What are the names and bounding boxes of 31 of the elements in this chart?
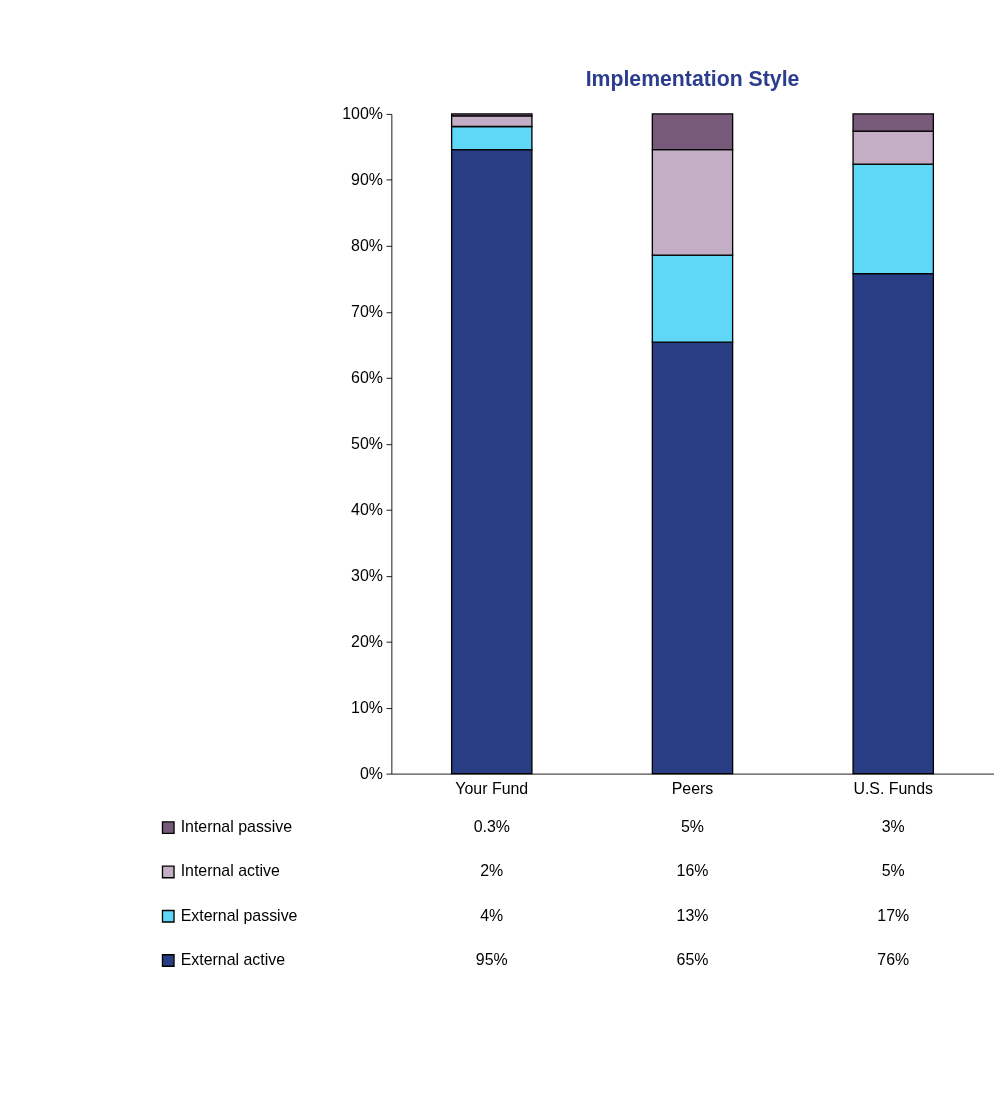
data-label: 5%: [680, 818, 704, 836]
data-label: 13%: [676, 906, 709, 924]
data-label: 2%: [480, 862, 504, 880]
data-label: 3%: [881, 818, 905, 836]
data-label: 16%: [676, 862, 709, 880]
legend-label: External passive: [180, 906, 298, 924]
data-label: 4%: [480, 906, 504, 924]
data-label: 95%: [475, 950, 508, 968]
y-tick-label: 70%: [351, 302, 383, 320]
data-label: 5%: [881, 862, 905, 880]
data-label: 76%: [877, 950, 910, 968]
legend-label: Internal passive: [180, 818, 293, 836]
y-tick-label: 40%: [351, 500, 383, 518]
legend-label: External active: [180, 950, 286, 968]
y-tick-label: 60%: [351, 368, 383, 386]
data-label: 0.3%: [473, 818, 510, 836]
y-tick-label: 80%: [351, 236, 383, 254]
y-tick-label: 20%: [351, 632, 383, 650]
y-tick-label: 10%: [351, 698, 383, 716]
x-tick-label: U.S. Funds: [853, 779, 934, 797]
y-tick-label: 100%: [342, 104, 383, 122]
y-tick-label: 0%: [359, 764, 383, 782]
chart-title: Implementation Style: [585, 66, 800, 91]
legend-label: Internal active: [180, 862, 280, 880]
data-label: 17%: [877, 906, 910, 924]
x-tick-label: Your Fund: [455, 779, 529, 797]
y-tick-label: 30%: [351, 566, 383, 584]
data-label: 65%: [676, 950, 709, 968]
y-tick-label: 50%: [351, 434, 383, 452]
x-tick-label: Peers: [671, 779, 714, 797]
y-tick-label: 90%: [351, 170, 383, 188]
